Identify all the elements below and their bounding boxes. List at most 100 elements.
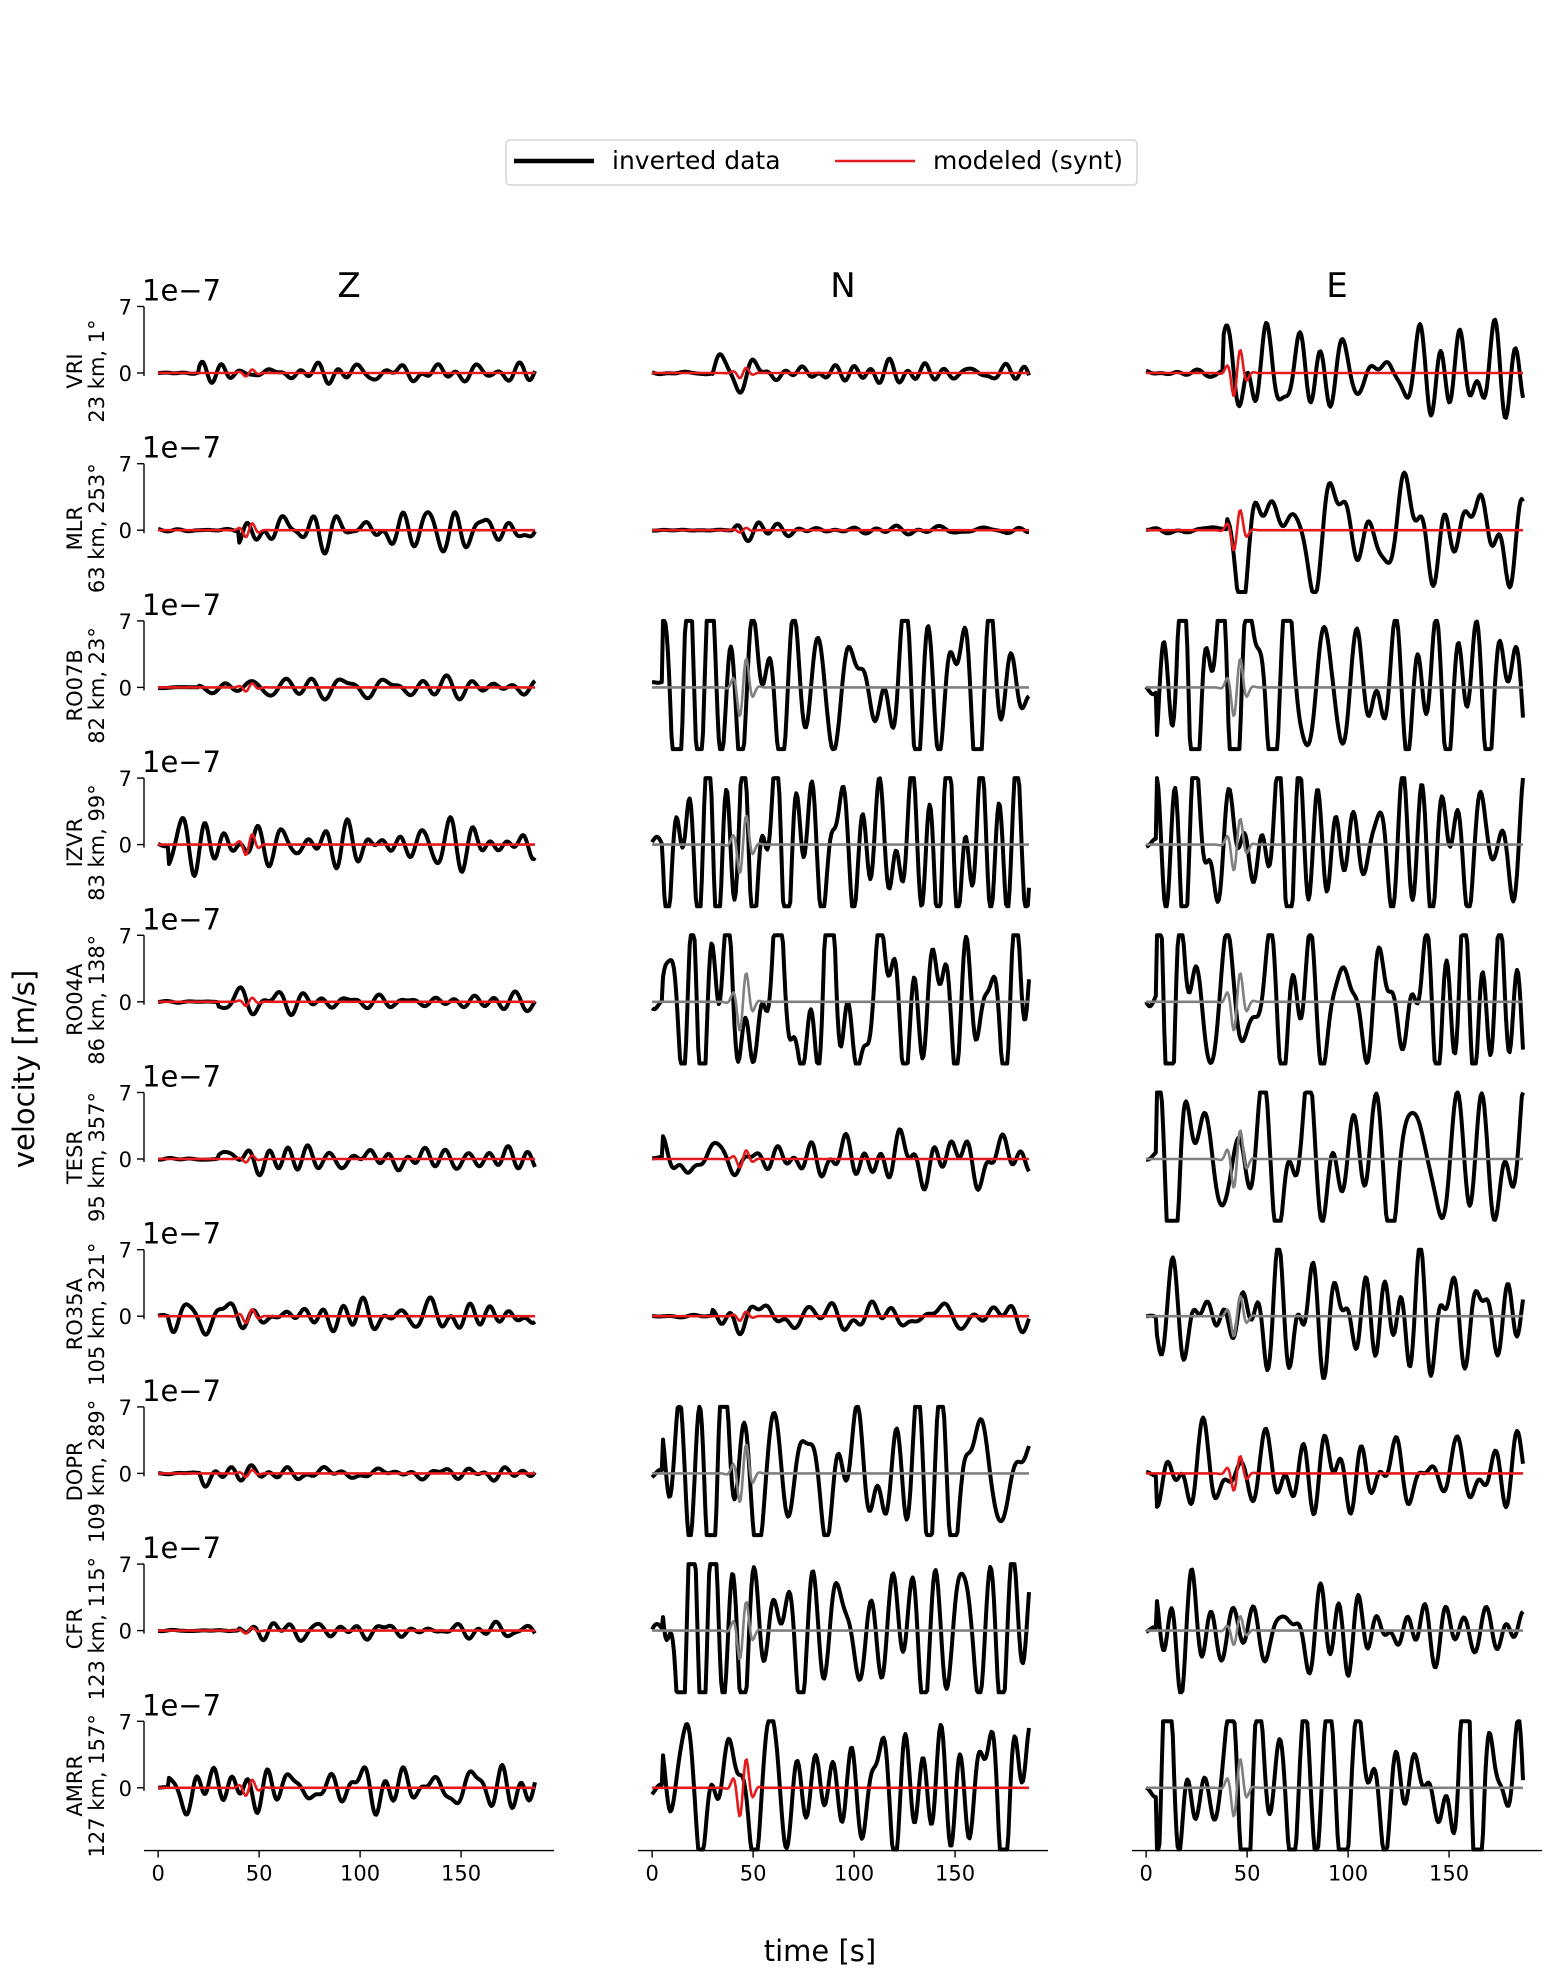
panel-vri-n (651, 352, 1031, 395)
data-trace (157, 1463, 537, 1489)
y-tick-label: 7 (119, 924, 132, 948)
data-trace (651, 520, 1030, 544)
data-trace (651, 618, 1031, 752)
data-trace (650, 933, 1031, 1066)
synthetic-trace (158, 1308, 536, 1325)
y-axis: 7 0 1e−7 (119, 274, 221, 387)
data-trace (650, 776, 1031, 909)
synthetic-trace (158, 682, 536, 693)
x-tick-label: 0 (1139, 1862, 1152, 1886)
data-trace (157, 1763, 537, 1817)
panel-mlr-z (157, 510, 537, 556)
station-name: RO07B (63, 649, 87, 721)
y-tick-label: 7 (119, 767, 132, 791)
y-tick-label: 7 (119, 1239, 132, 1263)
panel-ro07b-n (651, 618, 1031, 752)
data-trace (157, 1143, 537, 1178)
y-scale-label: 1e−7 (142, 902, 221, 936)
data-trace (650, 1719, 1031, 1852)
panel-izvr-e (1145, 776, 1525, 909)
x-tick-label: 50 (1234, 1862, 1261, 1886)
y-tick-label: 0 (119, 1462, 132, 1486)
data-trace (1145, 776, 1525, 909)
synthetic-trace (158, 996, 536, 1008)
x-axis-n: 0 50 100 150 (638, 1849, 1048, 1886)
y-axis: 7 0 1e−7 (119, 1531, 221, 1644)
x-tick-label: 100 (340, 1862, 380, 1886)
panel-mlr-n (651, 520, 1030, 544)
synthetic-trace (652, 366, 1030, 380)
x-tick-label: 50 (740, 1862, 767, 1886)
x-axis-e: 0 50 100 150 (1132, 1849, 1542, 1886)
synthetic-trace (652, 1443, 1030, 1503)
synthetic-trace (158, 1626, 536, 1635)
synthetic-trace (158, 1778, 536, 1797)
y-scale-label: 1e−7 (142, 431, 221, 465)
y-tick-label: 7 (119, 1710, 132, 1734)
x-tick-label: 0 (645, 1862, 658, 1886)
synthetic-trace (652, 1601, 1030, 1661)
y-axis-label: velocity [m/s] (7, 970, 41, 1168)
synthetic-trace (652, 1149, 1030, 1169)
column-title-z: Z (337, 266, 360, 306)
data-trace (1145, 470, 1525, 594)
panel-ro35a-z (157, 1295, 537, 1337)
data-trace (157, 510, 537, 556)
synthetic-trace (652, 1310, 1030, 1322)
synthetic-trace (158, 1468, 536, 1479)
panel-ro07b-e (1144, 618, 1525, 752)
station-name: CFR (63, 1608, 87, 1649)
synthetic-trace (652, 1758, 1030, 1818)
panel-ro35a-e (1145, 1247, 1525, 1380)
station-name: RO35A (63, 1277, 87, 1350)
station-name: TESR (63, 1130, 87, 1185)
station-distance-azimuth: 86 km, 138° (85, 935, 109, 1065)
panel-cfr-z (157, 1619, 537, 1643)
column-title-e: E (1326, 266, 1347, 306)
y-tick-label: 0 (119, 1305, 132, 1329)
synthetic-trace (652, 972, 1030, 1032)
y-tick-label: 7 (119, 1396, 132, 1420)
synthetic-trace (158, 368, 536, 378)
column-title-n: N (830, 266, 855, 306)
y-scale-label: 1e−7 (142, 1217, 221, 1251)
y-scale-label: 1e−7 (142, 274, 221, 308)
station-name: AMRR (63, 1755, 87, 1817)
x-axis-label: time [s] (764, 1934, 876, 1968)
station-distance-azimuth: 127 km, 157° (85, 1714, 109, 1857)
data-trace (1144, 618, 1525, 752)
synthetic-trace (1146, 1455, 1524, 1492)
panel-dopr-e (1145, 1415, 1525, 1517)
y-tick-label: 0 (119, 991, 132, 1015)
station-name: VRI (63, 353, 87, 388)
data-trace (650, 1404, 1031, 1538)
y-axis: 7 0 1e−7 (119, 431, 221, 544)
synthetic-trace (1146, 1758, 1524, 1818)
panel-dopr-z (157, 1463, 537, 1489)
station-name: RO04A (63, 963, 87, 1036)
data-trace (1145, 1415, 1525, 1517)
panel-ro04a-n (650, 933, 1031, 1066)
y-tick-label: 7 (119, 453, 132, 477)
x-tick-label: 100 (834, 1862, 874, 1886)
y-tick-label: 0 (119, 1777, 132, 1801)
synthetic-trace (1146, 509, 1524, 552)
data-trace (1145, 1719, 1525, 1852)
y-tick-label: 0 (119, 1148, 132, 1172)
y-tick-label: 7 (119, 610, 132, 634)
legend-label-data: inverted data (612, 146, 781, 175)
y-tick-label: 0 (119, 834, 132, 858)
y-scale-label: 1e−7 (142, 1531, 221, 1565)
station-distance-azimuth: 95 km, 357° (85, 1092, 109, 1222)
